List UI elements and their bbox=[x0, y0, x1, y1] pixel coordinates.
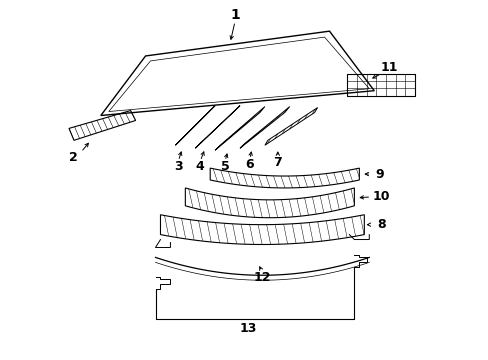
Text: 11: 11 bbox=[380, 61, 397, 75]
Polygon shape bbox=[160, 215, 364, 244]
Polygon shape bbox=[185, 188, 354, 218]
Text: 12: 12 bbox=[253, 271, 270, 284]
Text: 2: 2 bbox=[68, 151, 77, 164]
Text: 4: 4 bbox=[196, 159, 204, 172]
Polygon shape bbox=[215, 107, 264, 150]
Text: 3: 3 bbox=[174, 159, 183, 172]
Text: 13: 13 bbox=[239, 322, 256, 336]
Text: 5: 5 bbox=[220, 159, 229, 172]
Polygon shape bbox=[210, 168, 359, 188]
Text: 7: 7 bbox=[273, 156, 282, 168]
Text: 1: 1 bbox=[230, 8, 240, 22]
Polygon shape bbox=[175, 105, 215, 145]
Bar bbox=[346, 74, 414, 96]
Polygon shape bbox=[195, 105, 240, 148]
Text: 9: 9 bbox=[374, 167, 383, 181]
Polygon shape bbox=[264, 108, 317, 145]
Polygon shape bbox=[240, 107, 289, 148]
Polygon shape bbox=[69, 111, 135, 140]
Text: 6: 6 bbox=[245, 158, 254, 171]
Text: 8: 8 bbox=[376, 218, 385, 231]
Text: 10: 10 bbox=[372, 190, 389, 203]
